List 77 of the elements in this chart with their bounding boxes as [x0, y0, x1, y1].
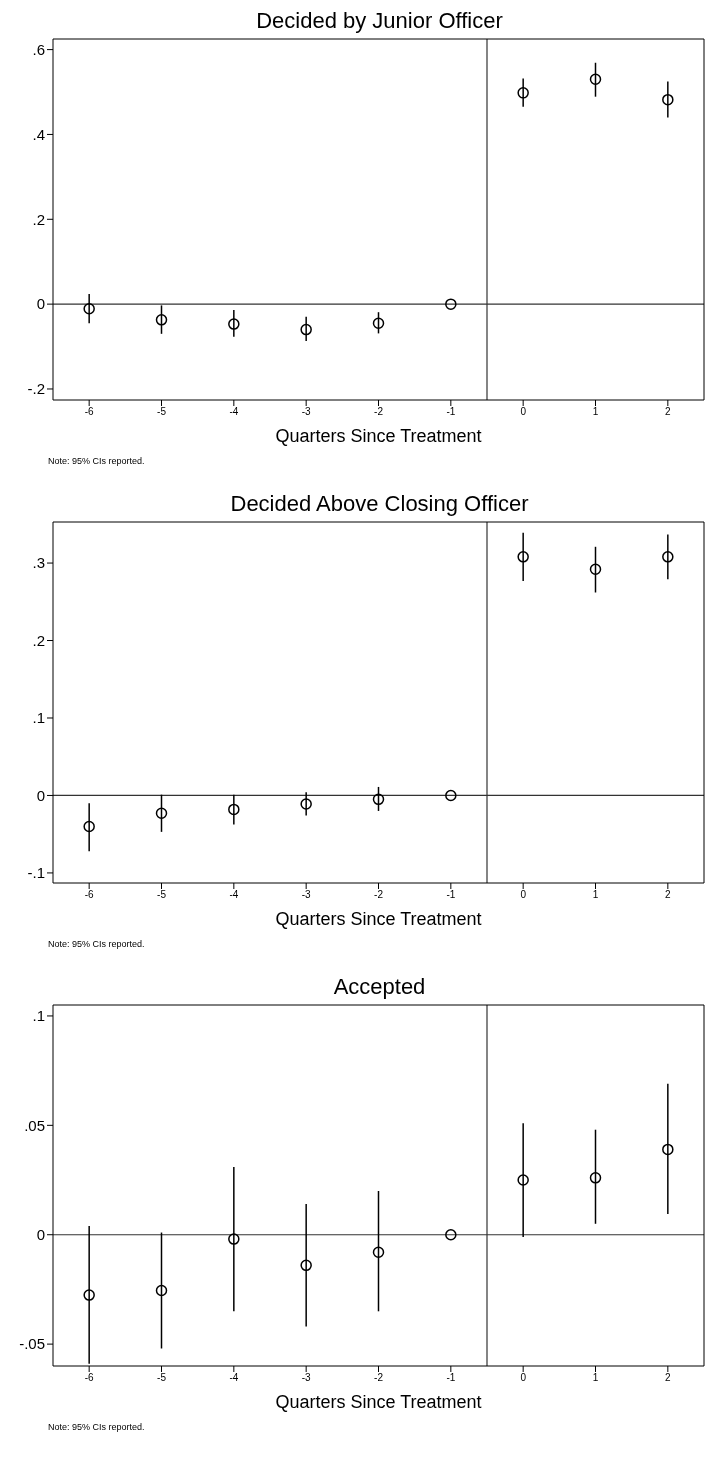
point [589, 73, 602, 86]
x-tick-label: 0 [520, 406, 527, 418]
x-tick-label: 1 [592, 889, 599, 901]
point [662, 1143, 674, 1156]
point [83, 820, 95, 833]
text: Note: 95% CIs reported. [48, 456, 146, 466]
text: Note: 95% CIs reported. [48, 1422, 146, 1432]
x-tick-label: -3 [301, 889, 312, 901]
x-tick-label: -3 [301, 1372, 312, 1384]
point [589, 1172, 602, 1184]
x-tick-label: 0 [520, 889, 527, 901]
x-tick-label: -4 [229, 1372, 239, 1384]
y-tick-label: .05 [24, 1116, 45, 1134]
point [372, 793, 385, 806]
x-tick-label: -5 [157, 406, 167, 418]
point [300, 798, 312, 810]
x-tick-label: -1 [446, 1372, 456, 1384]
y-tick-label: .1 [32, 1007, 45, 1025]
x-tick-label: -6 [84, 406, 95, 418]
x-tick-label: -5 [157, 1372, 167, 1384]
point [228, 318, 240, 330]
point [445, 789, 457, 802]
x-tick-label: -4 [229, 889, 239, 901]
text: Note: 95% CIs reported. [48, 939, 146, 949]
x-tick-label: -5 [157, 889, 167, 901]
x-tick-label: 2 [665, 889, 672, 901]
point [517, 551, 529, 563]
y-tick-label: -.2 [27, 380, 45, 398]
x-tick-label: -6 [84, 889, 95, 901]
y-tick-label: 0 [36, 786, 45, 804]
y-tick-label: .4 [32, 125, 45, 143]
x-tick-label: 2 [665, 406, 672, 418]
point [372, 1246, 385, 1258]
x-axis-title: Quarters Since Treatment [275, 909, 482, 929]
point [83, 303, 95, 315]
chart-title: Accepted [332, 974, 427, 1000]
point [300, 1259, 312, 1272]
x-tick-label: 2 [665, 1372, 672, 1384]
y-tick-label: .2 [32, 210, 45, 228]
x-tick-label: 1 [592, 1372, 599, 1384]
point [155, 807, 168, 820]
x-tick-label: -2 [374, 1372, 384, 1384]
point [517, 87, 529, 99]
x-tick-label: -4 [229, 406, 239, 418]
point [228, 803, 240, 816]
y-tick-label: .3 [32, 554, 45, 572]
x-tick-label: 1 [592, 406, 599, 418]
point [372, 317, 385, 329]
y-tick-label: .2 [32, 631, 45, 649]
point [83, 1289, 95, 1301]
y-tick-label: .1 [32, 709, 45, 727]
x-tick-label: -2 [374, 889, 384, 901]
x-axis-title: Quarters Since Treatment [275, 1392, 482, 1412]
x-tick-label: -6 [84, 1372, 95, 1384]
y-tick-label: 0 [36, 1226, 45, 1244]
point [662, 93, 674, 106]
point [300, 323, 312, 336]
point [662, 551, 674, 563]
x-tick-label: -3 [301, 406, 312, 418]
point [155, 1284, 168, 1297]
y-tick-label: .6 [32, 40, 45, 58]
x-axis-title: Quarters Since Treatment [275, 426, 482, 446]
x-tick-label: -1 [446, 406, 456, 418]
x-tick-label: -2 [374, 406, 384, 418]
y-tick-label: -.1 [27, 864, 45, 882]
chart-title: Decided Above Closing Officer [229, 491, 530, 517]
point [228, 1233, 240, 1245]
chart-title: Decided by Junior Officer [255, 8, 504, 34]
point [517, 1174, 529, 1186]
point [445, 298, 457, 310]
x-tick-label: 0 [520, 1372, 527, 1384]
y-tick-label: -.05 [19, 1335, 45, 1353]
point [155, 314, 168, 326]
point [445, 1228, 457, 1241]
point [589, 563, 602, 576]
x-tick-label: -1 [446, 889, 456, 901]
y-tick-label: 0 [36, 295, 45, 313]
